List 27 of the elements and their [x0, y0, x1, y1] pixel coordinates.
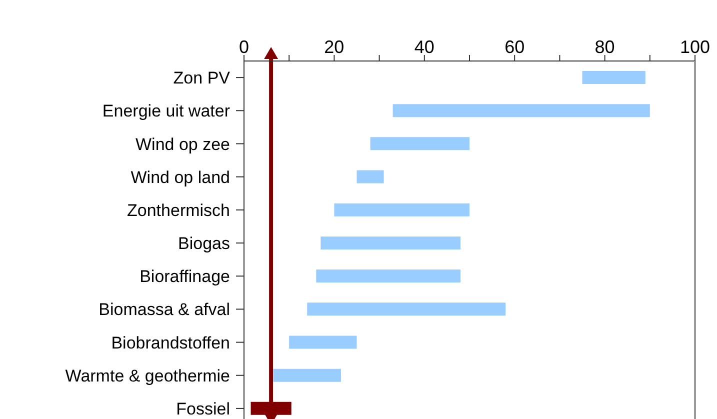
y-tick-label: Bioraffinage — [140, 267, 230, 286]
bar — [370, 137, 470, 150]
bar — [320, 236, 460, 250]
x-tick-label: 20 — [324, 37, 344, 57]
y-tick-label: Energie uit water — [102, 102, 230, 121]
bar — [273, 368, 341, 382]
y-tick-label: Biogas — [178, 234, 230, 254]
bar — [334, 203, 470, 216]
y-tick-label: Biobrandstoffen — [111, 333, 230, 352]
bar — [289, 336, 357, 349]
y-tick-label: Wind op zee — [136, 134, 230, 154]
bar — [356, 170, 384, 184]
x-tick-label: 40 — [414, 37, 434, 57]
y-tick-label: Biomassa & afval — [98, 300, 230, 320]
bar — [392, 104, 650, 118]
y-tick-label: Warmte & geothermie — [65, 366, 230, 386]
x-tick-label: 60 — [504, 37, 525, 57]
x-tick-label: 0 — [238, 37, 250, 57]
x-tick-label: 100 — [680, 37, 710, 57]
bar — [582, 71, 646, 84]
x-tick-label: 80 — [594, 37, 615, 57]
y-tick-label: Wind op land — [130, 168, 230, 187]
y-tick-label: Zon PV — [173, 68, 231, 88]
y-tick-label: Zonthermisch — [127, 200, 230, 220]
bar — [316, 270, 460, 283]
bar — [307, 302, 506, 316]
y-tick-label: Fossiel — [176, 399, 230, 418]
